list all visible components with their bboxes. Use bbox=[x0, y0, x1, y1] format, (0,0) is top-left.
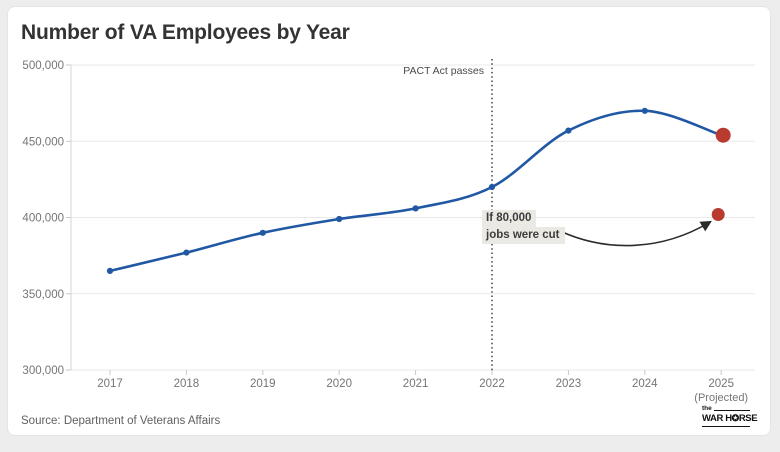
chart-title: Number of VA Employees by Year bbox=[21, 21, 350, 44]
cut-scenario-annotation: If 80,000 jobs were cut bbox=[482, 210, 565, 244]
data-point-2021 bbox=[412, 205, 419, 212]
y-tick-label: 450,000 bbox=[22, 136, 64, 148]
y-tick-label: 350,000 bbox=[22, 289, 64, 301]
war-horse-logo: the WAR H✪RSE bbox=[702, 405, 758, 427]
compass-icon: ✪ bbox=[731, 413, 740, 423]
x-tick-label: 2024 bbox=[632, 378, 658, 390]
y-tick-label: 500,000 bbox=[22, 60, 64, 72]
x-tick-label: 2023 bbox=[556, 378, 582, 390]
data-point-cut-scenario bbox=[711, 208, 725, 221]
logo-the-row: the bbox=[702, 405, 750, 412]
cut-annotation-line2: jobs were cut bbox=[482, 227, 565, 244]
x-tick-sublabel: (Projected) bbox=[694, 392, 748, 404]
x-tick-label: 2022 bbox=[479, 378, 505, 390]
logo-rule bbox=[713, 410, 750, 411]
data-point-2023 bbox=[565, 127, 572, 134]
line-series bbox=[108, 109, 723, 273]
x-tick-label: 2020 bbox=[326, 378, 352, 390]
logo-wordmark: WAR H✪RSE bbox=[702, 412, 758, 427]
data-point-projected bbox=[715, 127, 731, 143]
x-tick-label: 2021 bbox=[403, 378, 429, 390]
cut-annotation-line1: If 80,000 bbox=[482, 210, 537, 227]
data-point-2024 bbox=[641, 107, 648, 114]
event-line-label: PACT Act passes bbox=[403, 65, 484, 77]
x-tick-label: 2019 bbox=[250, 378, 276, 390]
data-point-2020 bbox=[336, 215, 343, 223]
data-point-2018 bbox=[183, 249, 190, 256]
data-point-2019 bbox=[259, 229, 266, 236]
x-tick-label: 2017 bbox=[97, 378, 123, 390]
y-tick-label: 400,000 bbox=[22, 213, 64, 225]
data-point-2017 bbox=[106, 267, 114, 274]
y-tick-label: 300,000 bbox=[22, 365, 64, 377]
chart-card: 300,000 350,000 400,000 450,000 500,000 2017 2… bbox=[7, 6, 771, 436]
chart-canvas: 300,000 350,000 400,000 450,000 500,000 2017 2… bbox=[22, 59, 755, 404]
source-note: Source: Department of Veterans Affairs bbox=[21, 415, 221, 427]
annotation-arrow bbox=[559, 220, 712, 247]
logo-the-text: the bbox=[702, 405, 712, 412]
data-point-2022 bbox=[488, 183, 496, 191]
logo-word1: WAR H bbox=[702, 413, 732, 424]
x-tick-label: 2025 bbox=[708, 378, 734, 390]
logo-word2: RSE bbox=[738, 413, 758, 424]
x-tick-label: 2018 bbox=[174, 378, 200, 390]
